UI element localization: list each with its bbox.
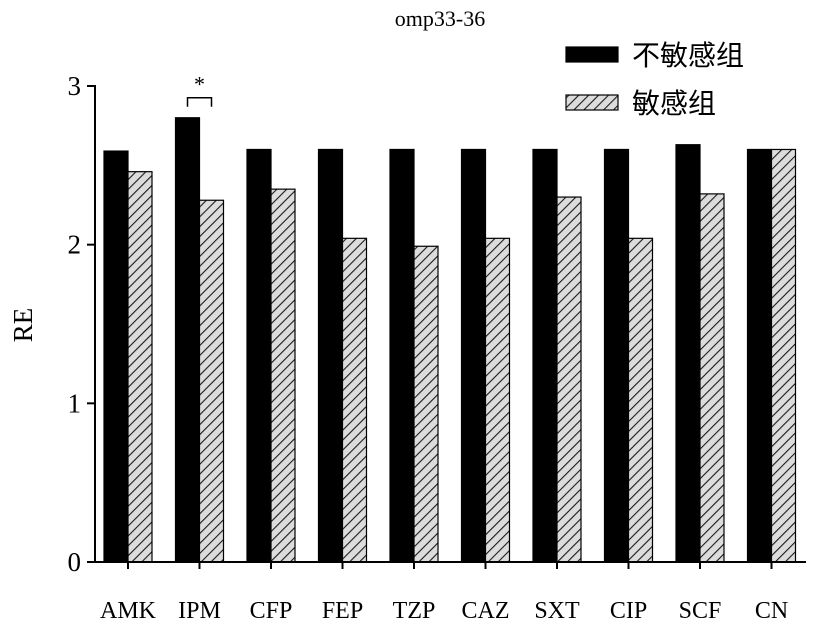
x-tick-label-cn: CN [755,598,788,624]
y-tick-label-0: 0 [68,547,82,577]
bar-series-1-scf [675,144,701,563]
bar-series-2-ipm [198,199,225,563]
bar-series-2-sxt [556,196,582,563]
bar-series-1-cip [603,148,630,563]
bar-series-2-scf [699,193,725,563]
bar-series-1-tzp [389,148,415,563]
bar-series-1-ipm [174,117,201,563]
x-tick-label-cip: CIP [610,598,647,624]
bar-series-2-cn [770,148,797,563]
x-tick-label-scf: SCF [679,598,722,624]
legend-swatch-series-2 [565,94,619,111]
x-tick-label-cfp: CFP [250,598,293,624]
bar-series-2-caz [484,237,511,563]
axes-group [94,85,806,563]
bar-series-2-cip [627,237,654,563]
x-tick-label-sxt: SXT [534,598,580,624]
significance-annotations: * [186,72,213,107]
bar-series-2-cfp [270,188,296,563]
y-tick-label-3: 3 [68,71,82,101]
legend-label-series-2: 敏感组 [632,87,716,120]
bar-series-1-amk [103,150,129,563]
bar-series-1-caz [460,148,487,563]
legend-label-series-1: 不敏感组 [632,39,744,72]
x-tick-label-caz: CAZ [462,598,510,624]
legend-swatch-series-1 [565,46,619,63]
bar-series-2-tzp [413,245,439,563]
y-tick-label-2: 2 [68,230,82,260]
x-tick-label-amk: AMK [100,598,157,624]
bar-series-1-fep [317,148,344,563]
significance-bracket-ipm [186,96,213,107]
bar-series-1-cfp [246,148,272,563]
y-axis-label: RE [8,308,38,343]
x-tick-label-fep: FEP [322,598,363,624]
y-ticks: 0 1 2 3 [68,71,95,577]
bar-series-2-amk [127,171,153,563]
bar-series-1-sxt [532,148,558,563]
x-tick-label-tzp: TZP [393,598,436,624]
chart-title: omp33-36 [395,6,485,31]
significance-marker-ipm: * [194,72,205,97]
x-ticks: AMK IPM CFP FEP TZP CAZ SXT CIP SCF CN [100,562,788,624]
x-tick-label-ipm: IPM [178,598,221,624]
bar-series-2-fep [341,237,368,563]
y-tick-label-1: 1 [68,388,82,418]
bar-series-1-cn [746,148,773,563]
bars-group [103,117,797,563]
